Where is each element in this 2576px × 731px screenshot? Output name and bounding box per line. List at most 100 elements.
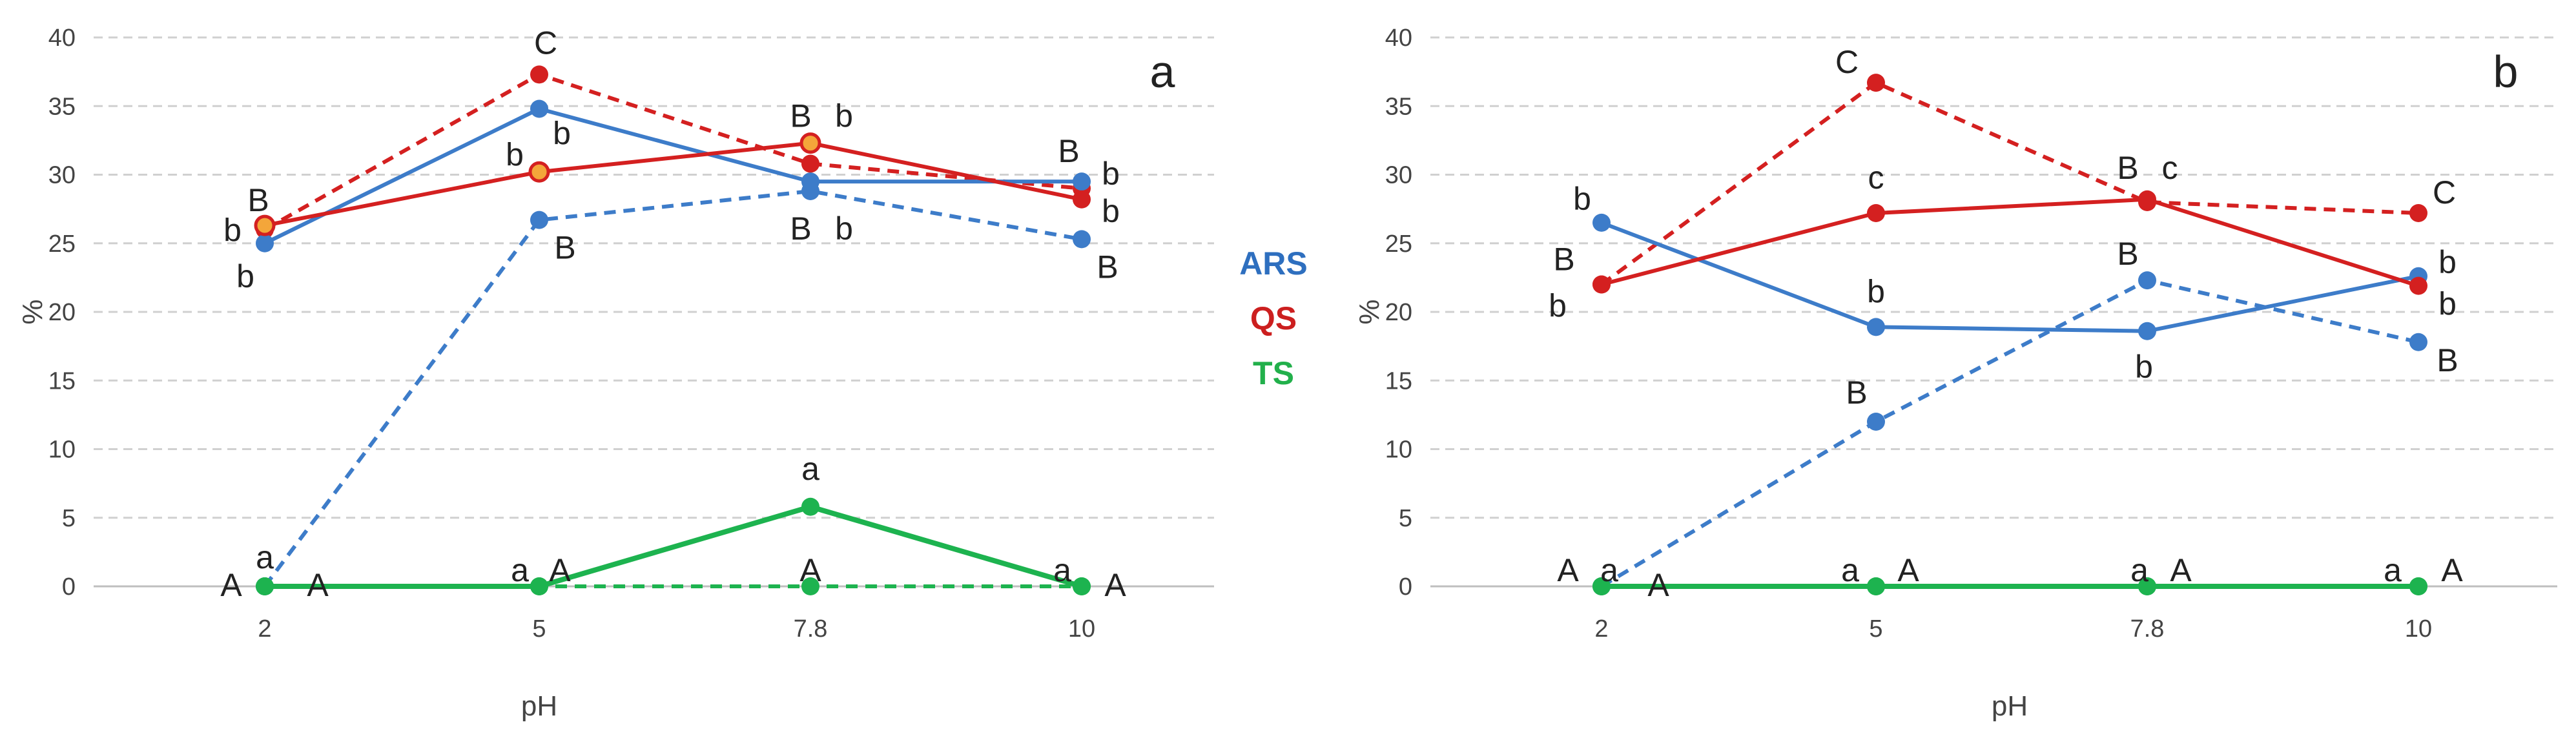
panel-b-x-tick-label: 5 xyxy=(1869,615,1882,643)
panel-a-point-ars-solid xyxy=(1073,172,1091,191)
panel-a-significance-letter: a xyxy=(801,451,819,487)
panel-a-significance-letter: A xyxy=(549,552,571,588)
panel-a-significance-letter: b xyxy=(506,136,524,172)
panel-a-significance-letter: b xyxy=(1102,193,1120,229)
panel-b-x-tick-label: 2 xyxy=(1594,615,1608,643)
panel-b-significance-letter: A xyxy=(1647,567,1669,603)
panel-b-significance-letter: b xyxy=(2135,349,2153,385)
panel-b-y-tick-label: 35 xyxy=(1385,93,1412,120)
panel-b-point-ars-solid xyxy=(2138,322,2156,340)
panel-a-y-tick-label: 40 xyxy=(48,25,76,52)
panel-b-point-ars-solid xyxy=(1867,318,1885,336)
panel-a-point-qs-dashed xyxy=(530,65,548,84)
panel-b-significance-letter: C xyxy=(2433,174,2456,211)
panel-b-series-ars-solid-line xyxy=(1600,221,2419,333)
panel-b-significance-letter: B xyxy=(2117,150,2138,186)
panel-a-significance-letter: B xyxy=(1058,133,1079,169)
panel-b-series-qs-solid-line xyxy=(1601,197,2419,288)
panel-a-significance-letter: A xyxy=(307,567,329,603)
panel-a-point-ars-dashed xyxy=(530,211,548,229)
panel-a-y-tick-label: 25 xyxy=(48,231,76,258)
panel-b-y-tick-label: 10 xyxy=(1385,437,1412,464)
panel-b-significance-letter: A xyxy=(1897,552,1919,588)
panel-a-y-tick-label: 35 xyxy=(48,93,76,120)
panel-a-point-ars-solid xyxy=(801,172,819,191)
panel-b-y-tick-label: 20 xyxy=(1385,299,1412,326)
panel-a-point-qs-solid xyxy=(1073,190,1091,209)
panel-a-significance-letter: B xyxy=(790,211,811,247)
panel-a-significance-letter: b xyxy=(835,98,853,134)
panel-b-significance-letter: B xyxy=(1846,375,1867,411)
panel-b-point-ars-dashed xyxy=(1867,413,1885,431)
panel-a-significance-letter: A xyxy=(799,552,821,588)
panel-b-point-qs-dashed xyxy=(2409,204,2427,222)
panel-a-significance-letter: A xyxy=(1104,567,1126,603)
panel-a-y-tick-label: 10 xyxy=(48,437,76,464)
panel-b-significance-letter: A xyxy=(1557,552,1579,588)
panel-a-significance-letter: B xyxy=(1097,249,1118,285)
panel-a-series-ars-dashed-line xyxy=(263,189,1082,588)
panel-b-point-qs-solid xyxy=(2409,276,2427,295)
panel-b-y-tick-label: 0 xyxy=(1399,573,1412,601)
panel-a-point-ars-solid xyxy=(530,99,548,118)
panel-b-point-ts-solid xyxy=(2138,577,2156,595)
panel-b-point-ts-solid xyxy=(1592,577,1611,595)
panel-b-x-tick-label: 10 xyxy=(2405,615,2432,643)
panel-b-point-qs-solid xyxy=(1592,275,1611,294)
panel-a-y-tick-label: 15 xyxy=(48,367,76,395)
panel-b-series-qs-dashed-line xyxy=(1600,81,2419,286)
panel-a-point-qs-solid xyxy=(254,214,276,236)
legend-item-qs: QS xyxy=(1250,300,1297,336)
panel-b-point-ars-dashed xyxy=(2409,333,2427,351)
panel-b-point-ts-solid xyxy=(2409,577,2427,595)
panel-a-y-tick-label: 30 xyxy=(48,162,76,189)
panel-b-y-tick-label: 15 xyxy=(1385,367,1412,395)
panel-a-significance-letter: A xyxy=(220,567,242,603)
panel-b-significance-letter: C xyxy=(1835,44,1859,80)
panel-b-significance-letter: A xyxy=(2170,552,2192,588)
panel-a-point-ts-dashed xyxy=(801,577,819,595)
panel-b-significance-letter: b xyxy=(2438,244,2457,280)
panel-b-x-axis-title: pH xyxy=(1992,690,2028,722)
panel-a-significance-letter: b xyxy=(236,258,254,294)
panel-a-significance-letter: b xyxy=(835,211,853,247)
panel-a-significance-letter: B xyxy=(790,98,811,134)
panel-a-significance-letter: a xyxy=(1053,552,1071,588)
panel-b-significance-letter: B xyxy=(1553,242,1574,278)
panel-a-point-qs-solid xyxy=(528,161,550,183)
panel-a-y-axis-title: % xyxy=(17,299,48,324)
panel-b-significance-letter: c xyxy=(1868,160,1884,196)
panel-b-significance-letter: A xyxy=(2441,552,2463,588)
panel-b-point-ts-solid xyxy=(1867,577,1885,595)
panel-b-y-axis-title: % xyxy=(1354,299,1385,324)
panel-b-y-tick-label: 5 xyxy=(1399,505,1412,532)
panel-a-significance-letter: B xyxy=(554,230,575,266)
panel-b-significance-letter: b xyxy=(2438,286,2457,322)
panel-b-significance-letter: a xyxy=(1841,552,1859,588)
panel-a-series-qs-solid-line xyxy=(264,141,1082,228)
panel-a-y-tick-label: 0 xyxy=(62,573,76,601)
panel-b-y-tick-label: 40 xyxy=(1385,25,1412,52)
panel-a-point-ts-solid xyxy=(530,577,548,595)
panel-b-significance-letter: c xyxy=(2162,150,2178,186)
legend-item-ars: ARS xyxy=(1239,245,1308,282)
panel-a-significance-letter: b xyxy=(1102,156,1120,192)
panel-a-significance-letter: C xyxy=(534,25,557,61)
panel-b-point-qs-dashed xyxy=(1867,74,1885,92)
legend-item-ts: TS xyxy=(1253,355,1294,391)
panel-b-significance-letter: b xyxy=(1549,288,1567,324)
panel-a-series-ts-solid-line xyxy=(265,504,1083,589)
legend: ARS QS TS xyxy=(1239,245,1308,391)
panel-a-point-ts-solid xyxy=(1073,577,1091,595)
panel-a-x-tick-label: 2 xyxy=(258,615,271,643)
panel-b-point-ars-dashed xyxy=(2138,271,2156,290)
panel-a-significance-letter: a xyxy=(511,552,529,588)
panel-a-point-qs-dashed xyxy=(801,154,819,173)
panel-b-point-ars-solid xyxy=(1592,213,1611,232)
panel-a-x-axis-title: pH xyxy=(521,690,557,722)
panel-b-label: b xyxy=(2493,46,2519,97)
panel-b-x-tick-label: 7.8 xyxy=(2130,615,2165,643)
